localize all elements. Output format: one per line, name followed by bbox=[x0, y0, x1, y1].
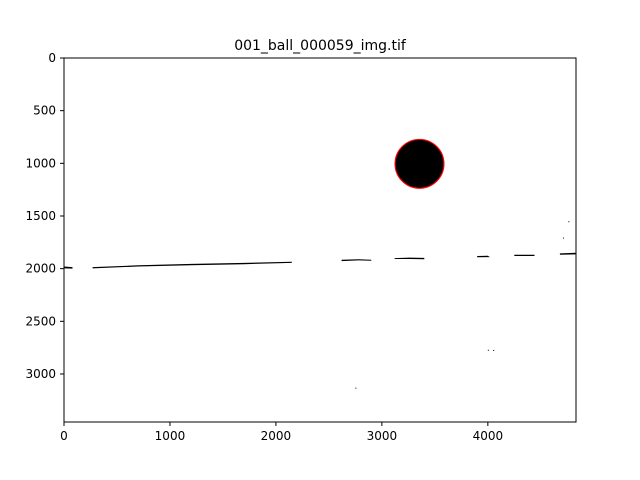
x-axis: 0 1000 2000 3000 4000 bbox=[60, 422, 503, 443]
image-display bbox=[64, 58, 576, 422]
x-tick-label: 0 bbox=[60, 429, 68, 443]
speck bbox=[568, 221, 570, 223]
y-tick-label: 1000 bbox=[25, 156, 56, 170]
y-tick-label: 500 bbox=[33, 104, 56, 118]
x-tick-label: 4000 bbox=[473, 429, 504, 443]
axes-frame bbox=[63, 57, 577, 423]
speck bbox=[487, 349, 489, 351]
y-tick-label: 2500 bbox=[25, 314, 56, 328]
streak bbox=[477, 255, 490, 258]
streak bbox=[514, 254, 535, 256]
streak bbox=[64, 266, 73, 269]
streak bbox=[394, 257, 425, 260]
x-tick-label: 2000 bbox=[261, 429, 292, 443]
streak bbox=[559, 252, 576, 255]
speck bbox=[563, 237, 565, 239]
ball bbox=[394, 138, 445, 189]
x-tick-label: 3000 bbox=[367, 429, 398, 443]
speck bbox=[493, 349, 495, 351]
figure-title: 001_ball_000059_img.tif bbox=[234, 38, 407, 54]
streak bbox=[92, 261, 292, 269]
streak bbox=[341, 259, 372, 262]
y-tick-label: 2000 bbox=[25, 262, 56, 276]
speck bbox=[355, 387, 357, 389]
y-tick-label: 1500 bbox=[25, 209, 56, 223]
y-tick-label: 0 bbox=[48, 51, 56, 65]
y-axis: 0 500 1000 1500 2000 2500 3000 bbox=[25, 51, 64, 381]
y-tick-label: 3000 bbox=[25, 367, 56, 381]
x-tick-label: 1000 bbox=[155, 429, 186, 443]
image-background bbox=[64, 58, 576, 422]
